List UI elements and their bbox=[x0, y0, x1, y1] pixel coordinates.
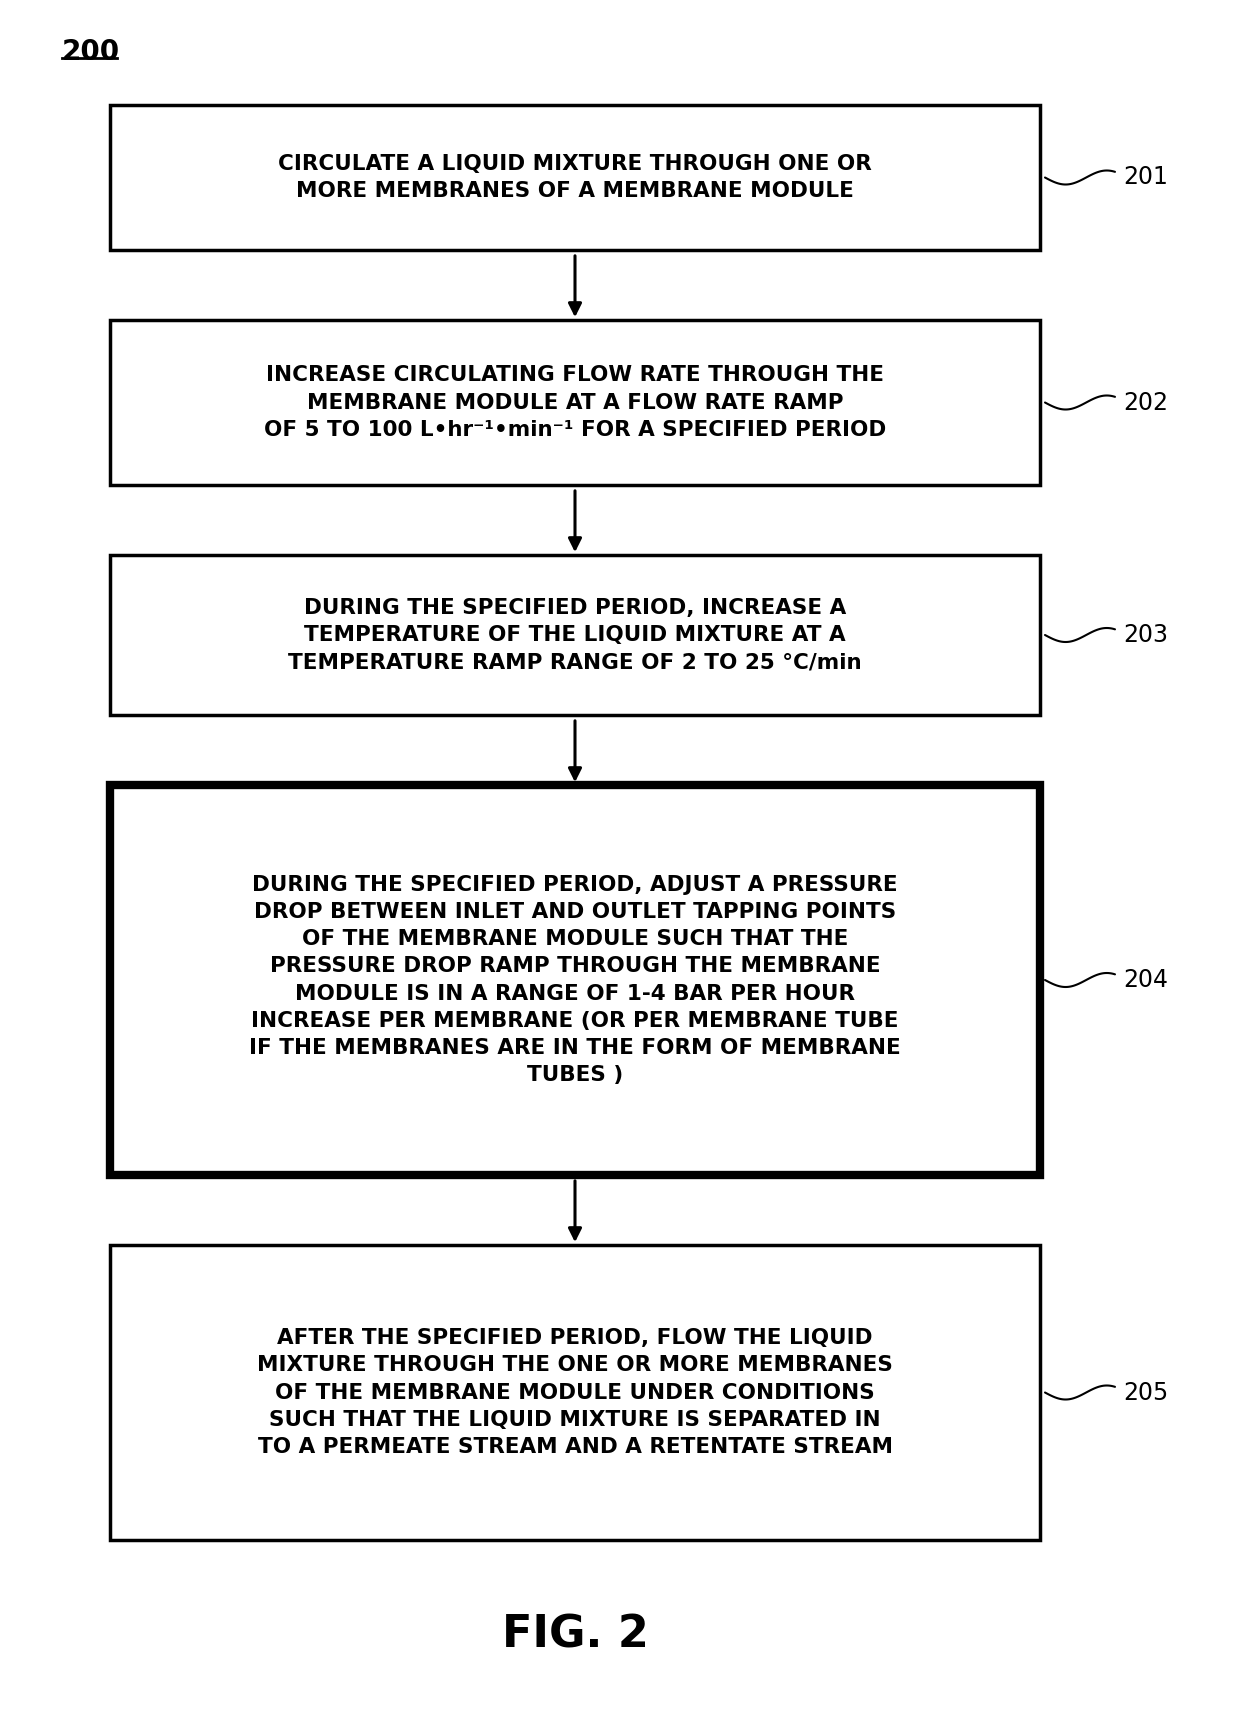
Bar bbox=[110, 785, 1040, 1174]
Text: 201: 201 bbox=[1123, 165, 1168, 189]
Text: 200: 200 bbox=[62, 38, 120, 65]
Bar bbox=[110, 555, 1040, 714]
Text: 202: 202 bbox=[1123, 390, 1168, 414]
Text: FIG. 2: FIG. 2 bbox=[501, 1614, 649, 1657]
Text: DURING THE SPECIFIED PERIOD, ADJUST A PRESSURE
DROP BETWEEN INLET AND OUTLET TAP: DURING THE SPECIFIED PERIOD, ADJUST A PR… bbox=[249, 874, 901, 1085]
Text: AFTER THE SPECIFIED PERIOD, FLOW THE LIQUID
MIXTURE THROUGH THE ONE OR MORE MEMB: AFTER THE SPECIFIED PERIOD, FLOW THE LIQ… bbox=[257, 1329, 893, 1458]
Text: INCREASE CIRCULATING FLOW RATE THROUGH THE
MEMBRANE MODULE AT A FLOW RATE RAMP
O: INCREASE CIRCULATING FLOW RATE THROUGH T… bbox=[264, 366, 887, 440]
Text: 204: 204 bbox=[1123, 968, 1168, 992]
Text: 203: 203 bbox=[1123, 623, 1168, 647]
Bar bbox=[110, 1245, 1040, 1540]
Text: 205: 205 bbox=[1123, 1380, 1168, 1405]
Text: CIRCULATE A LIQUID MIXTURE THROUGH ONE OR
MORE MEMBRANES OF A MEMBRANE MODULE: CIRCULATE A LIQUID MIXTURE THROUGH ONE O… bbox=[278, 155, 872, 201]
Bar bbox=[110, 319, 1040, 484]
Text: DURING THE SPECIFIED PERIOD, INCREASE A
TEMPERATURE OF THE LIQUID MIXTURE AT A
T: DURING THE SPECIFIED PERIOD, INCREASE A … bbox=[288, 598, 862, 671]
Bar bbox=[110, 105, 1040, 251]
